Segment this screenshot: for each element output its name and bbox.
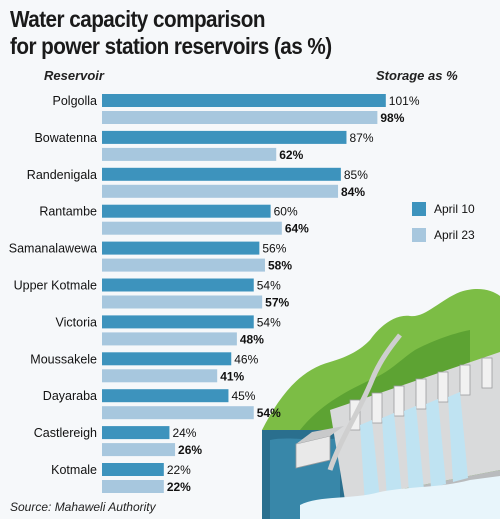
value-label-upper-kotmale-april-10: 54% <box>257 279 281 293</box>
category-label-randenigala: Randenigala <box>27 168 97 182</box>
legend-swatch-april-23 <box>412 228 426 242</box>
category-label-polgolla: Polgolla <box>53 94 98 108</box>
bar-upper-kotmale-april-23 <box>102 295 263 309</box>
bar-bowatenna-april-10 <box>102 130 347 144</box>
bar-kotmale-april-23 <box>102 480 164 493</box>
bar-randenigala-april-23 <box>102 184 339 198</box>
chart-title-line-1: Water capacity comparison <box>10 6 265 32</box>
category-label-samanalawewa: Samanalawewa <box>9 242 97 256</box>
category-label-bowatenna: Bowatenna <box>34 131 97 145</box>
legend-item-april-23: April 23 <box>412 226 475 244</box>
category-label-rantambe: Rantambe <box>39 205 97 219</box>
category-label-kotmale: Kotmale <box>51 463 97 477</box>
value-label-bowatenna-april-10: 87% <box>349 131 373 145</box>
category-label-moussakele: Moussakele <box>30 352 97 366</box>
value-label-moussakele-april-23: 41% <box>220 369 244 383</box>
bar-polgolla-april-23 <box>102 111 378 124</box>
value-label-rantambe-april-23: 64% <box>285 222 309 236</box>
legend-swatch-april-10 <box>412 202 426 216</box>
storage-column-header: Storage as % <box>376 68 458 83</box>
value-label-victoria-april-23: 48% <box>240 332 264 346</box>
bar-castlereigh-april-23 <box>102 443 176 457</box>
legend-label-april-10: April 10 <box>434 202 475 216</box>
value-label-kotmale-april-23: 22% <box>167 480 191 494</box>
bar-dayaraba-april-10 <box>102 389 229 403</box>
bar-moussakele-april-10 <box>102 352 232 366</box>
category-label-dayaraba: Dayaraba <box>43 389 97 403</box>
chart-title: Water capacity comparison for power stat… <box>10 6 332 60</box>
bar-bowatenna-april-23 <box>102 147 277 161</box>
value-label-samanalawewa-april-23: 58% <box>268 259 292 273</box>
bar-polgolla-april-10 <box>102 94 386 107</box>
source-note: Source: Mahaweli Authority <box>10 500 156 514</box>
value-label-rantambe-april-10: 60% <box>274 205 298 219</box>
chart-title-line-2: for power station reservoirs (as %) <box>10 33 332 59</box>
bar-samanalawewa-april-10 <box>102 241 260 255</box>
bar-samanalawewa-april-23 <box>102 258 265 272</box>
bar-victoria-april-10 <box>102 315 254 329</box>
value-label-randenigala-april-23: 84% <box>341 185 365 199</box>
bar-dayaraba-april-23 <box>102 406 254 420</box>
category-label-victoria: Victoria <box>56 315 98 329</box>
bar-kotmale-april-10 <box>102 463 164 476</box>
value-label-randenigala-april-10: 85% <box>344 168 368 182</box>
chart-legend: April 10 April 23 <box>412 200 475 252</box>
value-label-dayaraba-april-23: 54% <box>257 406 281 420</box>
bar-randenigala-april-10 <box>102 167 341 181</box>
value-label-bowatenna-april-23: 62% <box>279 148 303 162</box>
value-label-castlereigh-april-10: 24% <box>172 426 196 440</box>
value-label-castlereigh-april-23: 26% <box>178 443 202 457</box>
category-label-castlereigh: Castlereigh <box>34 426 97 440</box>
value-label-polgolla-april-23: 98% <box>380 111 404 125</box>
legend-label-april-23: April 23 <box>434 228 475 242</box>
value-label-samanalawewa-april-10: 56% <box>262 242 286 256</box>
reservoir-column-header: Reservoir <box>44 68 104 83</box>
value-label-upper-kotmale-april-23: 57% <box>265 296 289 310</box>
value-label-dayaraba-april-10: 45% <box>231 389 255 403</box>
value-label-kotmale-april-10: 22% <box>167 463 191 477</box>
category-label-upper-kotmale: Upper Kotmale <box>14 279 97 293</box>
bar-rantambe-april-23 <box>102 221 282 235</box>
bar-upper-kotmale-april-10 <box>102 278 254 292</box>
bar-victoria-april-23 <box>102 332 237 346</box>
legend-item-april-10: April 10 <box>412 200 475 218</box>
bar-castlereigh-april-10 <box>102 426 170 440</box>
value-label-victoria-april-10: 54% <box>257 315 281 329</box>
bar-rantambe-april-10 <box>102 204 271 218</box>
value-label-polgolla-april-10: 101% <box>389 94 420 108</box>
bar-moussakele-april-23 <box>102 369 218 383</box>
value-label-moussakele-april-10: 46% <box>234 352 258 366</box>
